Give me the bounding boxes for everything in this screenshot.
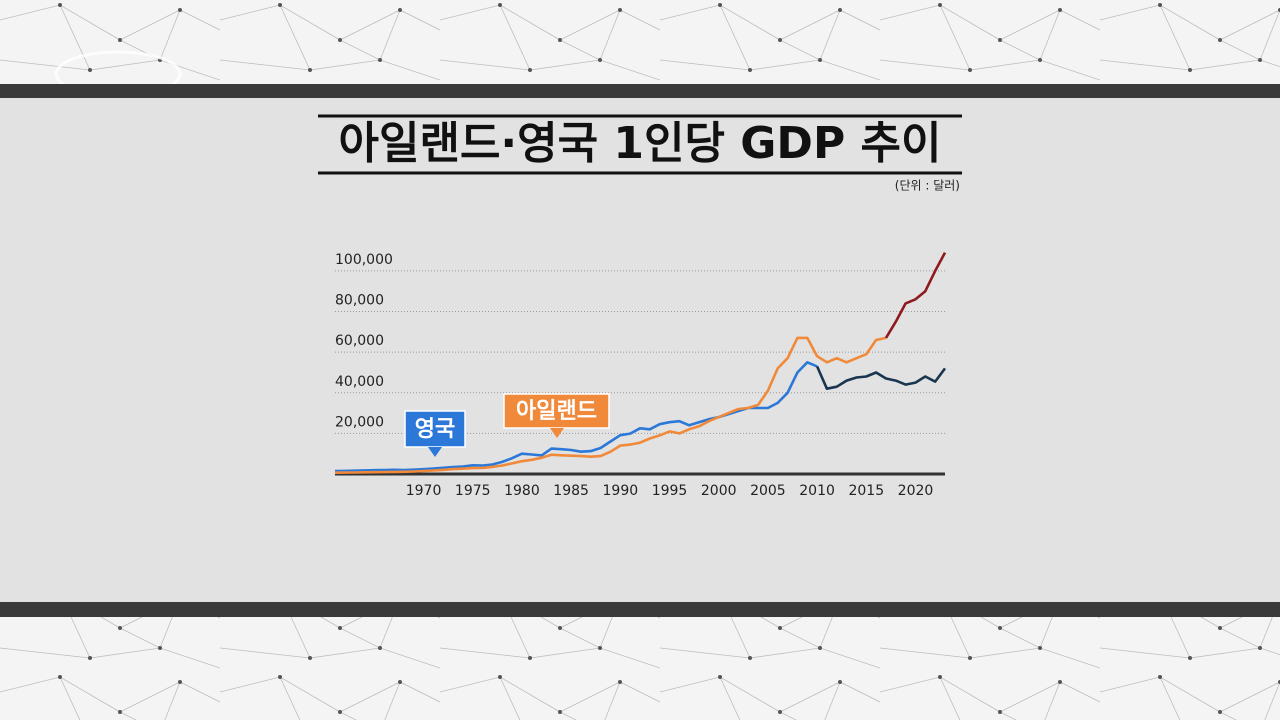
y-tick-label: 100,000 xyxy=(335,252,393,268)
background-pattern xyxy=(0,0,1280,84)
callout-box xyxy=(404,410,466,448)
y-tick-label: 80,000 xyxy=(335,293,384,309)
callout-tail xyxy=(550,428,564,438)
panel xyxy=(0,98,1280,602)
callout-box xyxy=(503,393,610,429)
series-line xyxy=(334,336,887,474)
x-tick-label: 2010 xyxy=(799,483,835,499)
bottom-bar xyxy=(0,602,1280,617)
x-tick-label: 1975 xyxy=(455,483,491,499)
x-tick-label: 1985 xyxy=(553,483,589,499)
top-bar xyxy=(0,84,1280,98)
x-tick-label: 1970 xyxy=(406,483,442,499)
x-tick-label: 2000 xyxy=(701,483,737,499)
callout-label: 아일랜드 xyxy=(516,399,597,424)
unit-label: (단위 : 달러) xyxy=(895,179,960,193)
series-line xyxy=(334,361,818,473)
series-line xyxy=(884,251,947,339)
x-tick-label: 2015 xyxy=(848,483,884,499)
y-tick-label: 20,000 xyxy=(335,414,384,430)
callout-label: 영국 xyxy=(415,417,455,442)
x-tick-label: 1995 xyxy=(652,483,688,499)
x-tick-label: 1990 xyxy=(603,483,639,499)
callout-tail xyxy=(428,447,442,457)
x-tick-label: 2020 xyxy=(898,483,934,499)
chart-title: 아일랜드·영국 1인당 GDP 추이 xyxy=(339,118,942,169)
x-tick-label: 2005 xyxy=(750,483,786,499)
y-tick-label: 60,000 xyxy=(335,333,384,349)
background-pattern xyxy=(0,617,1280,720)
series-line xyxy=(815,365,947,390)
x-tick-label: 1980 xyxy=(504,483,540,499)
y-tick-label: 40,000 xyxy=(335,374,384,390)
